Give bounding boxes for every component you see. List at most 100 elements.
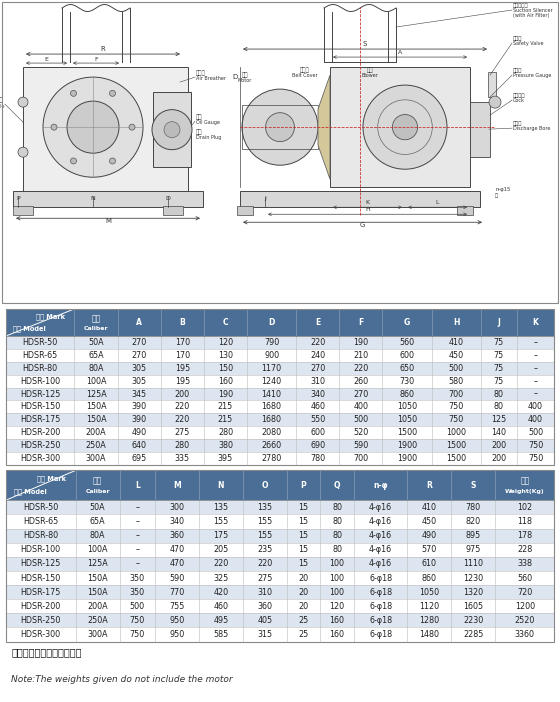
Bar [451, 600, 495, 614]
Bar [6, 529, 76, 543]
Text: 750: 750 [449, 415, 464, 424]
Bar [339, 309, 382, 336]
Text: F: F [94, 57, 98, 62]
Text: 6-φ18: 6-φ18 [369, 574, 392, 583]
Circle shape [265, 113, 295, 142]
Bar [432, 452, 480, 465]
Bar [243, 543, 287, 557]
Bar [382, 439, 432, 452]
Text: Safety Valve: Safety Valve [513, 41, 544, 46]
Text: 755: 755 [169, 602, 185, 611]
Bar [6, 501, 76, 515]
Bar [517, 388, 554, 400]
Text: 895: 895 [466, 531, 481, 540]
Bar [74, 388, 118, 400]
Text: 640: 640 [132, 441, 147, 450]
Bar [120, 470, 155, 501]
Bar [339, 413, 382, 426]
Text: 520: 520 [353, 428, 368, 437]
Text: HDSR-65: HDSR-65 [22, 351, 58, 360]
Bar [432, 400, 480, 413]
Bar [287, 529, 320, 543]
Text: L: L [135, 481, 140, 490]
Text: 450: 450 [449, 351, 464, 360]
Bar [495, 614, 554, 628]
Text: Grease Nipple: Grease Nipple [0, 104, 4, 109]
Text: 150A: 150A [86, 415, 106, 424]
Text: G: G [360, 223, 365, 228]
Text: 500: 500 [130, 602, 145, 611]
Text: 395: 395 [218, 453, 233, 463]
Bar [517, 439, 554, 452]
Text: 220: 220 [213, 559, 228, 569]
Text: 338: 338 [517, 559, 533, 569]
Text: 1280: 1280 [419, 616, 440, 625]
Bar [199, 543, 243, 557]
Text: 585: 585 [213, 630, 228, 639]
Bar [495, 571, 554, 585]
Bar [488, 72, 496, 97]
Bar [161, 375, 204, 388]
Text: 280: 280 [175, 441, 190, 450]
Text: 720: 720 [517, 588, 533, 597]
Bar [155, 515, 199, 529]
Bar [517, 375, 554, 388]
Bar [204, 426, 247, 439]
Text: 2230: 2230 [463, 616, 483, 625]
Bar [243, 571, 287, 585]
Text: 420: 420 [213, 588, 228, 597]
Bar [517, 336, 554, 349]
Bar [517, 426, 554, 439]
Text: 安全閥: 安全閥 [513, 36, 522, 41]
Text: (with Air Filter): (with Air Filter) [513, 13, 549, 18]
Text: –: – [136, 503, 139, 512]
Bar [320, 515, 354, 529]
Text: 590: 590 [169, 574, 185, 583]
Bar [74, 349, 118, 362]
Text: 200: 200 [175, 390, 190, 399]
Circle shape [43, 77, 143, 177]
Text: 500: 500 [353, 415, 368, 424]
Text: 400: 400 [528, 415, 543, 424]
Text: 950: 950 [169, 616, 185, 625]
Text: 100: 100 [329, 559, 344, 569]
Text: –: – [534, 377, 538, 385]
Circle shape [242, 89, 318, 165]
Text: H: H [453, 318, 459, 327]
Text: A: A [136, 318, 142, 327]
Text: Pressure Gauge: Pressure Gauge [513, 73, 552, 78]
Bar [320, 600, 354, 614]
Bar [287, 515, 320, 529]
Bar [118, 349, 161, 362]
Text: A: A [398, 50, 402, 55]
Bar [6, 400, 74, 413]
Bar [382, 349, 432, 362]
Text: 220: 220 [175, 415, 190, 424]
Bar [6, 349, 74, 362]
Text: 215: 215 [218, 402, 233, 411]
Text: 205: 205 [213, 545, 228, 555]
Text: 65A: 65A [88, 351, 104, 360]
Bar [296, 426, 339, 439]
Text: 460: 460 [213, 602, 228, 611]
Bar [495, 529, 554, 543]
Text: 壓力開關: 壓力開關 [513, 93, 525, 98]
Text: J: J [497, 318, 500, 327]
Bar [320, 614, 354, 628]
Circle shape [393, 114, 418, 140]
Bar [120, 529, 155, 543]
Bar [204, 309, 247, 336]
Text: 260: 260 [353, 377, 368, 385]
Text: 280: 280 [218, 428, 233, 437]
Bar [120, 515, 155, 529]
Text: 195: 195 [175, 364, 190, 373]
Bar [161, 452, 204, 465]
Bar [199, 614, 243, 628]
Text: 1240: 1240 [262, 377, 282, 385]
Bar [320, 628, 354, 642]
Text: 80A: 80A [90, 531, 105, 540]
Bar [339, 349, 382, 362]
Text: 1110: 1110 [463, 559, 483, 569]
Text: HDSR-100: HDSR-100 [21, 545, 60, 555]
Text: 1230: 1230 [463, 574, 483, 583]
